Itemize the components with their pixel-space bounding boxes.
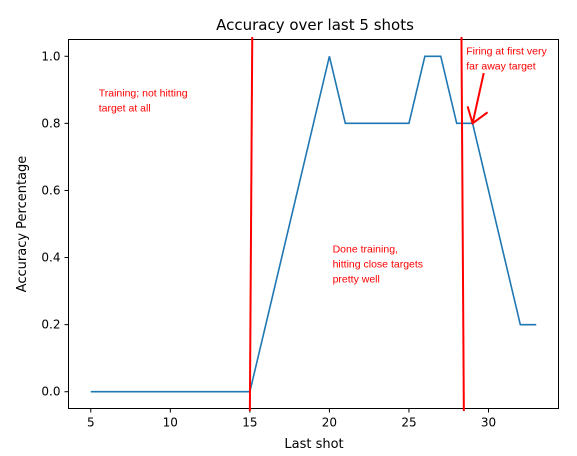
data-point <box>440 55 442 57</box>
annotations: Training; not hitting target at all Done t… <box>99 36 547 412</box>
data-point <box>233 391 235 393</box>
data-point <box>313 123 315 125</box>
data-point <box>217 391 219 393</box>
chart-title: Accuracy over last 5 shots <box>216 16 414 34</box>
y-tick-label: 0.6 <box>41 183 60 197</box>
data-point <box>329 55 331 57</box>
x-tick-label: 15 <box>242 416 257 430</box>
y-tick-label: 0.2 <box>41 318 60 332</box>
data-point <box>376 123 378 125</box>
x-tick-label: 20 <box>322 416 337 430</box>
annotation-text: Firing at first very far away target <box>466 46 547 73</box>
data-point <box>408 123 410 125</box>
data-point <box>520 324 522 326</box>
data-point <box>360 123 362 125</box>
annotation-arrow-head <box>466 106 489 126</box>
y-axis-label: Accuracy Percentage <box>15 156 30 293</box>
y-tick-label: 0.0 <box>41 385 60 399</box>
data-point <box>535 324 537 326</box>
data-point <box>424 55 426 57</box>
data-point <box>138 391 140 393</box>
x-tick-label: 10 <box>163 416 178 430</box>
data-point <box>154 391 156 393</box>
annotation-text: Training; not hitting target at all <box>99 88 188 115</box>
y-tick-label: 0.8 <box>41 116 60 130</box>
data-point <box>265 324 267 326</box>
data-point <box>488 190 490 192</box>
y-axis-ticks: 0.0 0.2 0.4 0.6 0.8 1.0 <box>41 49 69 399</box>
annotation-text: Done training, hitting close targets prett… <box>333 244 423 286</box>
red-divider-line <box>460 36 465 412</box>
data-point <box>297 190 299 192</box>
data-point <box>456 123 458 125</box>
x-tick-label: 25 <box>401 416 416 430</box>
data-point <box>392 123 394 125</box>
annotation-arrow <box>471 72 485 124</box>
data-point <box>90 391 92 393</box>
data-point <box>201 391 203 393</box>
data-point <box>185 391 187 393</box>
plot-frame <box>68 39 559 409</box>
data-point <box>106 391 108 393</box>
data-point <box>122 391 124 393</box>
y-tick-label: 1.0 <box>41 49 60 63</box>
y-tick-label: 0.4 <box>41 251 60 265</box>
x-axis-ticks: 5 10 15 20 25 30 <box>87 408 496 430</box>
red-divider-line <box>248 36 254 412</box>
data-point <box>345 123 347 125</box>
x-axis-label: Last shot <box>284 437 343 452</box>
x-tick-label: 30 <box>481 416 496 430</box>
x-tick-label: 5 <box>87 416 95 430</box>
data-point <box>281 257 283 259</box>
data-point <box>170 391 172 393</box>
data-point <box>504 257 506 259</box>
